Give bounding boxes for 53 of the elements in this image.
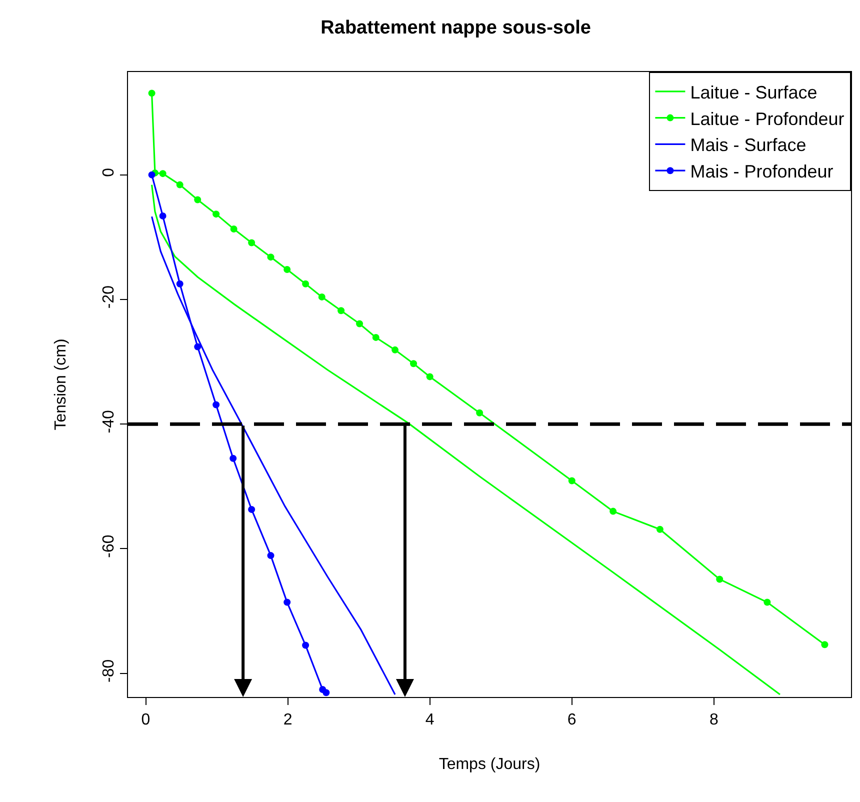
point [230, 454, 237, 462]
point [176, 280, 184, 288]
chart-title: Rabattement nappe sous-sole [320, 17, 591, 38]
point [322, 689, 330, 696]
point [267, 254, 274, 261]
x-axis-title: Temps (Jours) [438, 756, 540, 773]
point [284, 598, 291, 606]
point [476, 409, 484, 416]
legend-label: Mais - Profondeur [690, 162, 834, 182]
point [284, 266, 291, 274]
y-tick-label: -60 [100, 534, 118, 558]
point [302, 280, 310, 288]
point [267, 552, 274, 560]
point [392, 346, 399, 354]
point [656, 526, 664, 533]
x-tick-label: 6 [567, 711, 576, 728]
point [148, 90, 156, 97]
point [821, 641, 828, 648]
point [372, 334, 380, 341]
x-tick-label: 2 [283, 711, 292, 728]
line-series [150, 184, 781, 696]
y-axis-title: Tension (cm) [52, 338, 70, 430]
y-tick-label: -20 [100, 285, 118, 309]
point [194, 343, 202, 350]
point [159, 170, 166, 178]
point [302, 642, 310, 649]
point [568, 477, 576, 484]
x-tick-label: 4 [425, 711, 434, 728]
point [148, 171, 156, 178]
point [159, 212, 166, 220]
y-tick-label: -80 [100, 659, 118, 682]
point [248, 239, 256, 246]
point [716, 576, 724, 583]
legend-label: Laitue - Profondeur [690, 108, 844, 129]
point [410, 360, 418, 368]
legend-label: Laitue - Surface [690, 82, 818, 102]
point [764, 598, 771, 606]
point [230, 226, 238, 233]
point [176, 181, 184, 188]
point [194, 196, 202, 204]
point [212, 401, 220, 408]
point [338, 307, 345, 314]
point [212, 210, 220, 218]
y-tick-label: 0 [100, 168, 118, 177]
point [356, 320, 364, 328]
point [248, 506, 256, 513]
y-tick-label: -40 [100, 410, 118, 434]
x-tick-label: 0 [141, 711, 150, 728]
point [318, 293, 326, 300]
x-tick-label: 8 [709, 711, 718, 728]
point [426, 373, 434, 380]
legend-label: Mais - Surface [690, 135, 806, 156]
point [610, 508, 617, 515]
